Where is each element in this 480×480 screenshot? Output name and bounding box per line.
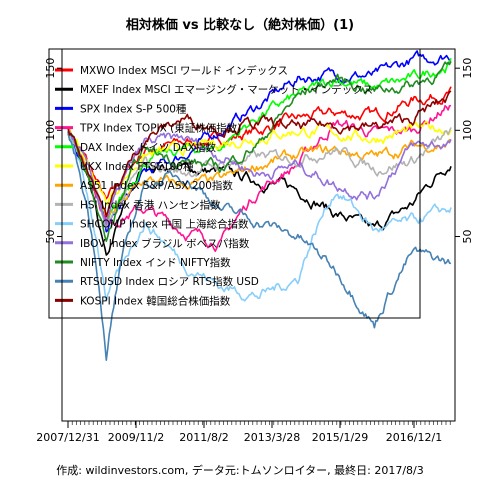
series-line-12 [67,90,452,218]
legend-label-3: TPX Index TOPIX (東証株価指数) [79,122,241,135]
series-line-6 [67,127,452,219]
legend-label-2: SPX Index S-P 500種 [80,102,187,115]
x-axis: 2007/12/31 2009/11/2 2011/8/2 2013/3/28 2015… [36,421,451,444]
series-lines [67,50,452,362]
y-tick-label-right: 150 [461,58,474,79]
y-tick-label-left: 50 [44,230,57,244]
legend: MXWO Index MSCI ワールド インデックス MXEF Index MS… [55,64,373,307]
y-tick-label-left: 150 [44,58,57,79]
x-tick-label: 2015/1/29 [312,431,368,444]
legend-label-1: MXEF Index MSCI エマージング・マーケット・インデックス [80,83,373,96]
y-tick-label-right: 50 [461,230,474,244]
series-line-5 [67,120,452,206]
plot-frame [61,48,456,422]
legend-label-6: AS51 Index S&P/ASX 200指数 [80,179,233,192]
legend-label-7: HSI Index 香港 ハンセン指数 [80,198,221,211]
legend-label-11: RTSUSD Index ロシア RTS指数 USD [80,275,259,288]
legend-label-0: MXWO Index MSCI ワールド インデックス [80,64,288,77]
series-line-3 [67,104,452,252]
y-axis-right: 50 100 150 [455,58,474,244]
x-tick-label: 2007/12/31 [36,431,99,444]
x-tick-label: 2011/8/2 [179,431,228,444]
y-axis-left: 50 100 150 [44,58,62,244]
source-caption: 作成: wildinvestors.com, データ元:トムソンロイター, 最終… [56,464,424,477]
legend-label-9: IBOV Index ブラジル ボベスパ指数 [80,237,250,250]
legend-label-8: SHCOMP Index 中国 上海総合指数 [80,218,249,231]
legend-label-4: DAX Index ドイツ DAX指数 [80,141,216,154]
legend-label-5: UKX Index FTSE100種 [80,160,194,173]
x-tick-label: 2016/12/1 [386,431,442,444]
y-tick-label-left: 100 [44,120,57,141]
x-tick-label: 2013/3/28 [244,431,300,444]
series-line-9 [67,130,452,226]
x-tick-label: 2009/11/2 [108,431,164,444]
series-line-8 [67,129,452,302]
y-tick-label-right: 100 [461,120,474,141]
series-line-10 [67,61,452,242]
series-line-4 [67,57,452,225]
legend-label-12: KOSPI Index 韓国総合株価指数 [80,294,231,307]
series-line-7 [67,127,452,229]
series-line-11 [67,131,452,362]
legend-label-10: NIFTY Index インド NIFTY指数 [80,256,231,269]
chart-title: 相対株価 vs 比較なし（絶対株価）(1) [125,18,355,33]
